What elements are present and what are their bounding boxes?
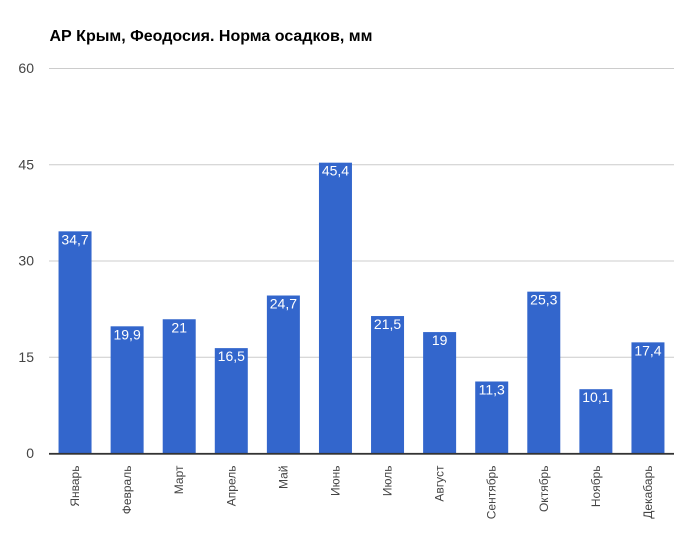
svg-text:21,5: 21,5	[374, 316, 401, 332]
svg-text:АР Крым, Феодосия. Норма осадк: АР Крым, Феодосия. Норма осадков, мм	[50, 28, 373, 45]
svg-text:17,4: 17,4	[634, 342, 661, 358]
svg-text:16,5: 16,5	[218, 348, 245, 364]
svg-text:21: 21	[171, 319, 187, 335]
svg-text:0: 0	[26, 445, 34, 461]
svg-text:11,3: 11,3	[479, 381, 505, 397]
svg-text:Декабарь: Декабарь	[641, 466, 655, 519]
svg-text:Сентябрь: Сентябрь	[485, 465, 499, 519]
svg-text:Ноябрь: Ноябрь	[589, 466, 603, 508]
svg-text:Январь: Январь	[68, 466, 82, 507]
svg-text:10,1: 10,1	[582, 389, 609, 405]
svg-text:25,3: 25,3	[530, 292, 557, 308]
svg-text:Октябрь: Октябрь	[537, 466, 551, 513]
svg-text:15: 15	[18, 349, 34, 365]
svg-text:Апрель: Апрель	[224, 466, 238, 507]
svg-text:19: 19	[432, 332, 448, 348]
svg-text:30: 30	[18, 253, 34, 269]
svg-text:60: 60	[18, 60, 34, 76]
svg-text:24,7: 24,7	[270, 296, 297, 312]
svg-text:45,4: 45,4	[322, 163, 349, 179]
svg-text:19,9: 19,9	[113, 326, 140, 342]
svg-text:Май: Май	[276, 466, 290, 490]
svg-text:45: 45	[18, 156, 34, 172]
svg-text:Март: Март	[172, 465, 186, 494]
svg-text:Июнь: Июнь	[328, 466, 342, 497]
svg-text:Февраль: Февраль	[120, 466, 134, 515]
svg-text:Июль: Июль	[381, 466, 395, 497]
svg-text:Август: Август	[433, 465, 447, 502]
svg-text:34,7: 34,7	[61, 231, 88, 247]
